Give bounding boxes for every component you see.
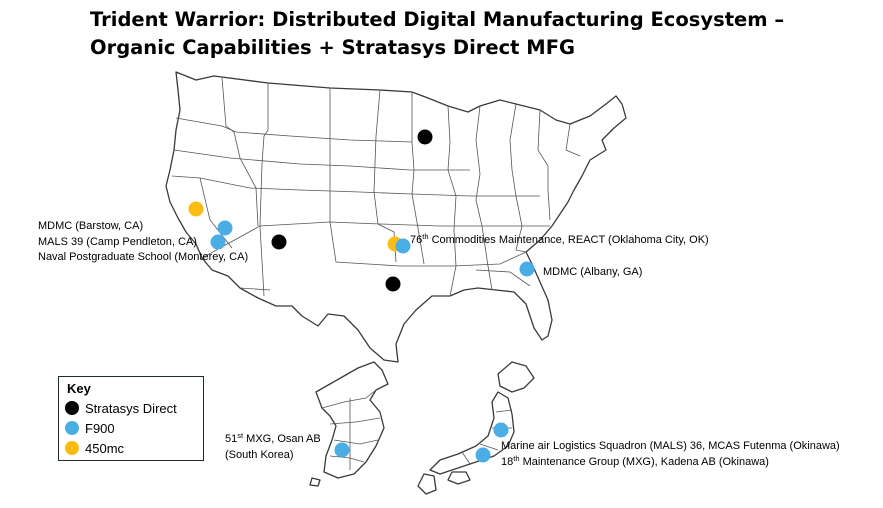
marker-f900-kadena[interactable] (475, 447, 491, 463)
label-naval-postgraduate: Naval Postgraduate School (Monterey, CA) (38, 251, 249, 263)
usa-state-lines (171, 77, 581, 297)
legend-dot-stratasys-direct (65, 401, 79, 415)
legend-label-450mc: 450mc (85, 441, 125, 456)
korea-province-lines (321, 389, 381, 470)
label-mals-39: MALS 39 (Camp Pendleton, CA) (38, 236, 197, 248)
label-76th-commodities: 76th Commodities Maintenance, REACT (Okl… (410, 233, 709, 247)
marker-f900-camp-pendleton[interactable] (210, 234, 226, 250)
label-51st-num: 51 (225, 433, 238, 445)
label-76th-rest: Commodities Maintenance, REACT (Oklahoma… (428, 234, 709, 246)
label-76th-sup: th (422, 232, 429, 241)
title-line-2: Organic Capabilities + Stratasys Direct … (90, 36, 576, 59)
marker-450mc-california[interactable] (188, 201, 204, 217)
marker-f900-osan[interactable] (334, 442, 350, 458)
label-51st-sup: st (237, 431, 244, 440)
marker-f900-oklahoma[interactable] (395, 238, 411, 254)
legend-label-stratasys-direct: Stratasys Direct (85, 401, 177, 416)
label-18th-sup: th (513, 454, 520, 463)
label-18th-num: 18 (501, 456, 514, 468)
legend-dot-f900 (65, 421, 79, 435)
legend-key: Key Stratasys Direct F900 450mc (58, 376, 204, 461)
legend-title: Key (67, 381, 91, 396)
legend-dot-450mc (65, 441, 79, 455)
marker-stratasys-minnesota[interactable] (417, 129, 433, 145)
label-mdmc-albany: MDMC (Albany, GA) (543, 266, 643, 278)
label-18th-rest: Maintenance Group (MXG), Kadena AB (Okin… (519, 456, 769, 468)
label-mdmc-barstow: MDMC (Barstow, CA) (38, 220, 144, 232)
label-51st-rest: MXG, Osan AB (243, 433, 321, 445)
label-18th-mxg: 18th Maintenance Group (MXG), Kadena AB … (501, 455, 769, 469)
site-markers (188, 129, 535, 463)
label-mals-36: Marine air Logistics Squadron (MALS) 36,… (501, 440, 840, 452)
usa-map (165, 71, 627, 363)
legend-item-f900: F900 (65, 420, 115, 438)
label-51st-mxg: 51st MXG, Osan AB (225, 432, 321, 446)
legend-label-f900: F900 (85, 421, 115, 436)
legend-item-450mc: 450mc (65, 440, 124, 458)
label-76th-num: 76 (410, 234, 423, 246)
label-south-korea: (South Korea) (225, 449, 294, 461)
marker-f900-albany[interactable] (519, 261, 535, 277)
marker-stratasys-texas[interactable] (385, 276, 401, 292)
marker-f900-futenma[interactable] (493, 422, 509, 438)
korea-map (309, 361, 389, 487)
legend-item-stratasys-direct: Stratasys Direct (65, 400, 177, 418)
marker-stratasys-arizona[interactable] (271, 234, 287, 250)
marker-f900-barstow[interactable] (217, 220, 233, 236)
japan-map (417, 361, 535, 495)
title-line-1: Trident Warrior: Distributed Digital Man… (90, 8, 785, 31)
page-title: Trident Warrior: Distributed Digital Man… (90, 6, 870, 62)
